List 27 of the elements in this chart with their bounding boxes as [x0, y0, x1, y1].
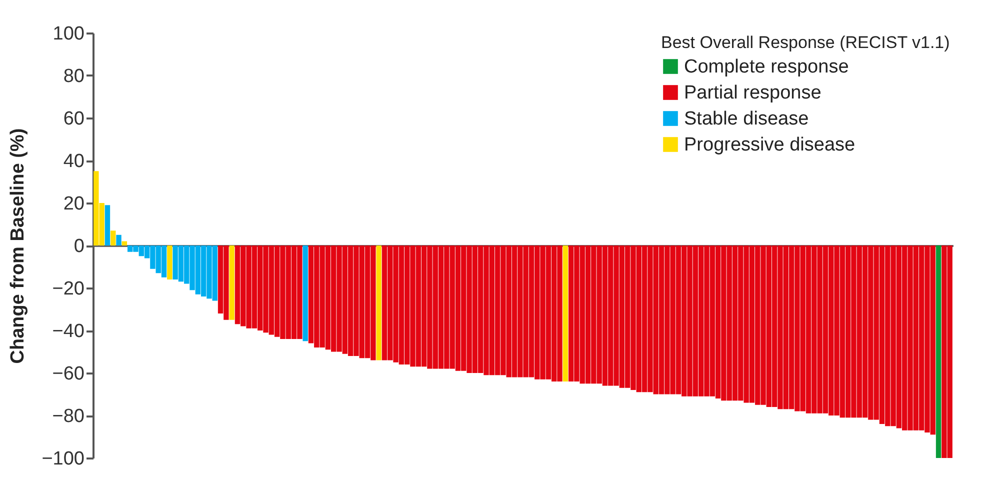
- y-tick-label: −80: [52, 406, 84, 427]
- legend-label: Stable disease: [684, 108, 809, 130]
- bar: [302, 246, 308, 342]
- bar: [562, 246, 568, 382]
- y-tick-label: 60: [63, 108, 84, 130]
- y-tick-label: −100: [42, 448, 84, 470]
- y-tick-label: 100: [52, 24, 84, 44]
- y-tick-label: 0: [74, 236, 84, 257]
- legend-label: Complete response: [684, 56, 849, 78]
- legend-label: Progressive disease: [684, 134, 856, 156]
- bar: [122, 241, 128, 246]
- legend-label: Partial response: [684, 82, 822, 104]
- y-tick-label: −20: [52, 278, 84, 300]
- bar: [167, 246, 172, 280]
- y-axis-title: Change from Baseline (%): [8, 128, 29, 364]
- y-tick-label: 40: [63, 151, 84, 172]
- y-tick-label: 20: [63, 194, 84, 214]
- bar: [936, 246, 942, 458]
- y-tick-label: −60: [52, 364, 84, 384]
- bar: [104, 205, 110, 246]
- y-tick-label: 80: [63, 66, 84, 87]
- legend-title: Best Overall Response (RECIST v1.1): [661, 33, 950, 52]
- y-tick-label: −40: [52, 321, 84, 342]
- bar: [229, 246, 234, 320]
- bar: [110, 230, 116, 246]
- bar: [116, 234, 122, 246]
- bar: [376, 246, 382, 360]
